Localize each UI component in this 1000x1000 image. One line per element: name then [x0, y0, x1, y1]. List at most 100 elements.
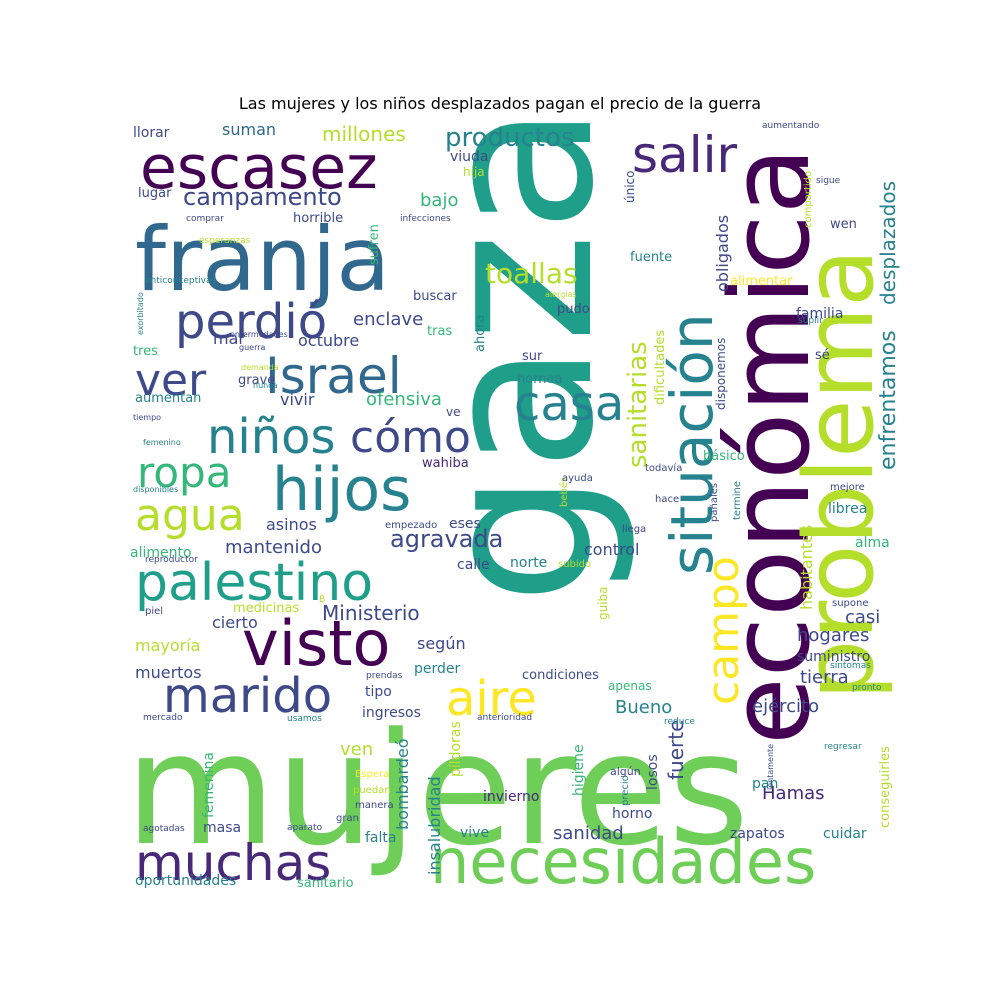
word-campamento: campamento [183, 183, 342, 211]
word-oportunidades: oportunidades [135, 873, 236, 889]
word-condiciones: condiciones [522, 668, 599, 683]
word-único: único [623, 171, 637, 203]
word-anterioridad: anterioridad [477, 713, 532, 723]
word-muchas: muchas [135, 834, 331, 892]
word-suministro: suministro [797, 649, 870, 665]
word-conseguirles: conseguirles [878, 746, 893, 828]
word-supone: supone [832, 598, 869, 609]
word-ministerio: Ministerio [322, 601, 420, 625]
word-habitantes: habitantes [797, 525, 816, 610]
word-mujeres: mujeres [125, 699, 749, 880]
word-pronto: pronto [852, 683, 882, 693]
word-hogares: hogares [797, 625, 869, 646]
word-tiempo: tiempo [133, 413, 161, 422]
word-eses: eses [449, 516, 481, 532]
word-librea: librea [828, 501, 867, 517]
word-palestino: palestino [135, 553, 373, 613]
word-ejército: ejército [752, 696, 819, 717]
word-compartido: compartido [803, 171, 814, 228]
word-franja: franja [135, 208, 390, 311]
word-femenino: femenino [143, 438, 181, 447]
word-prendas: prendas [366, 671, 403, 681]
word-casi: casi [845, 607, 880, 628]
word-losos: losos [645, 754, 661, 790]
word-ayuda: ayuda [562, 473, 593, 484]
word-espera: Espera [355, 769, 389, 780]
word-anticonceptivas: anticonceptivas [145, 276, 216, 286]
word-piel: piel [145, 606, 163, 617]
word-buscar: buscar [413, 289, 457, 304]
word-femenina: femenina [201, 752, 217, 818]
word-exorbitado: exorbitado [136, 292, 145, 335]
word-zapatos: zapatos [730, 826, 785, 842]
word-medicinas: medicinas [233, 601, 299, 616]
word-dificultades: dificultades [653, 330, 668, 405]
word-insalubridad: insalubridad [425, 776, 444, 875]
word-bombardeó: bombardeó [393, 738, 412, 830]
word-productos: productos [445, 123, 574, 153]
word-marido: marido [163, 668, 332, 724]
word-grave: grave [238, 373, 275, 388]
word-síntomas: síntomas [830, 661, 871, 671]
word-sanidad: sanidad [553, 823, 624, 844]
word-alimento: alimento [130, 545, 192, 561]
word-cuidar: cuidar [823, 826, 867, 842]
word-enfermedades: enfermedades [230, 330, 288, 339]
word-necesidades: necesidades [430, 825, 816, 898]
word-bebés: bebés [558, 477, 570, 507]
word-vivir: vivir [280, 390, 315, 409]
word-casa: casa [514, 376, 624, 432]
word-gaza: gaza [395, 104, 640, 605]
word-reproductor: reproductor [145, 555, 198, 565]
word-ofensiva: ofensiva [366, 389, 442, 410]
word-invierno: invierno [483, 789, 540, 805]
word-muertos: muertos [135, 663, 202, 682]
word-viuda: viuda [450, 149, 489, 165]
word-hace: hace [655, 494, 679, 505]
word-israel: Israel [265, 347, 402, 405]
word-mercado: mercado [143, 713, 183, 723]
word-cierto: cierto [212, 613, 258, 632]
word-empezado: empezado [385, 520, 437, 531]
word-alergias: alergias [545, 290, 577, 299]
word-norte: norte [510, 555, 547, 571]
word-enfrentamos: enfrentamos [876, 330, 901, 470]
word-hijos: hijos [272, 455, 411, 525]
word-nunca: nunca [253, 381, 278, 390]
word-lugar: lugar [138, 186, 172, 201]
word-cómo: cómo [350, 412, 471, 463]
word-situación: situación [658, 313, 726, 575]
word-enclave: enclave [353, 309, 423, 330]
word-aparato: aparato [287, 823, 322, 833]
word-problema: problema [785, 249, 895, 700]
word-sigue: sigue [816, 176, 841, 186]
word-asinos: asinos [266, 515, 317, 534]
word-familia: familia [796, 306, 843, 322]
word-puedan: puedan [353, 785, 391, 796]
word-llega: llega [622, 524, 646, 535]
word-salir: salir [632, 126, 737, 184]
word-horno: horno [612, 806, 652, 822]
word-disponibles: disponibles [133, 485, 178, 494]
word-sé: sé [815, 348, 830, 363]
word-disponemos: disponemos [714, 338, 728, 410]
word-perdió: perdió [175, 294, 327, 350]
word-manera: manera [355, 800, 394, 811]
word-básico: básico [703, 449, 745, 464]
word-alimentar: alimentar [730, 274, 793, 289]
word-aumentando: aumentando [762, 121, 820, 131]
word-pudo: pudo [557, 302, 590, 317]
word-campo: campo [698, 556, 749, 705]
word-aumentan: aumentan [135, 391, 201, 406]
word-calle: calle [457, 557, 490, 573]
word-guerra: guerra [239, 343, 266, 352]
word-agravada: agravada [390, 525, 503, 553]
word-demanda: demanda [241, 363, 279, 372]
word-obligados: obligados [713, 215, 732, 292]
word-desplazados: desplazados [876, 181, 900, 305]
word-hamas: Hamas [762, 783, 825, 804]
word-lentamente: lentamente [766, 744, 775, 790]
word-control: control [584, 540, 639, 559]
word-alma: alma [855, 535, 890, 551]
word-visto: visto [242, 607, 390, 680]
